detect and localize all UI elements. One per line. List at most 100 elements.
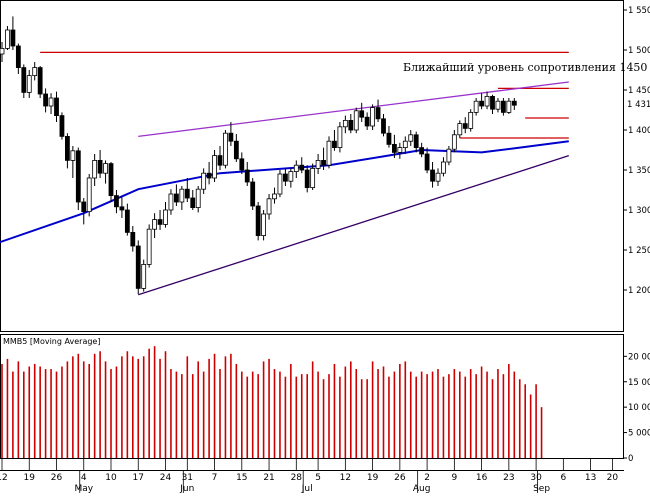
candle-body <box>239 158 245 171</box>
price-tick-label: 1 400 <box>628 126 650 136</box>
candle-body <box>141 263 147 289</box>
candle-body <box>337 126 343 149</box>
candle-body <box>435 172 441 182</box>
x-tick-label: 26 <box>394 473 406 483</box>
candle-body <box>43 93 48 107</box>
candle-body <box>97 159 103 174</box>
candle-body <box>484 96 490 107</box>
volume-tick-label: 20 000 <box>628 352 650 362</box>
candle-body <box>157 219 163 225</box>
month-label: Jun <box>179 484 194 493</box>
x-tick-label: 6 <box>560 473 566 483</box>
candle-body <box>441 161 446 174</box>
candle-body <box>490 96 495 110</box>
volume-tick-label: 15 000 <box>628 378 650 388</box>
candle-body <box>212 155 217 179</box>
candle-body <box>15 45 21 69</box>
x-tick-label: 23 <box>503 473 514 483</box>
volume-panel-title: MMB5 [Moving Average] <box>3 337 100 346</box>
candle-body <box>430 169 435 182</box>
candle-body <box>184 188 190 199</box>
candle-body <box>81 201 87 213</box>
candle-body <box>479 100 485 107</box>
volume-tick-label: 0 <box>628 454 633 464</box>
candle-body <box>179 188 185 203</box>
x-tick-label: 4 <box>81 473 87 483</box>
candle-body <box>381 118 386 134</box>
candle-body <box>163 209 168 225</box>
x-axis-ticks: 12 19 26 4 10 17 24 31 7 15 21 28 5 12 19 26 2 9 16 23 30 6 13… <box>0 459 619 494</box>
candle-body <box>397 147 403 153</box>
candle-body <box>130 231 136 247</box>
month-label: Aug <box>413 484 431 493</box>
volume-tick-label: 10 000 <box>628 403 650 413</box>
candle-body <box>321 159 326 166</box>
candle-body <box>402 140 408 148</box>
candle-body <box>201 172 207 190</box>
candle-body <box>408 134 414 142</box>
candle-body <box>353 110 359 131</box>
candle-body <box>124 209 130 233</box>
price-tick-label: 1 550 <box>628 6 650 16</box>
candle-body <box>244 169 250 183</box>
price-tick-label: 1 500 <box>628 46 650 56</box>
candle-body <box>86 177 92 212</box>
candle-body <box>233 140 239 160</box>
candle-body <box>48 97 54 107</box>
x-tick-label: 7 <box>212 473 218 483</box>
candle-body <box>451 134 457 150</box>
resistance-annotation: Ближайший уровень сопротивления 1450 <box>403 61 647 74</box>
candle-body <box>261 213 267 237</box>
candle-body <box>26 75 32 93</box>
candles-layer <box>0 16 517 294</box>
candle-body <box>457 123 463 136</box>
candle-body <box>304 169 310 189</box>
candle-body <box>391 143 397 153</box>
price-axis: 1 550 1 500 1 450 1 400 1 350 1 300 1 250 1 200 <box>623 6 650 296</box>
x-tick-label: 5 <box>315 473 321 483</box>
candle-body <box>462 123 468 129</box>
candle-body <box>135 245 141 289</box>
trendlines-layer <box>40 51 569 296</box>
price-tick-label: 1 250 <box>628 246 650 256</box>
volume-tick-label: 5 000 <box>628 429 650 439</box>
candle-body <box>119 206 125 211</box>
x-tick-label: 9 <box>451 473 457 483</box>
candle-body <box>5 29 10 49</box>
candle-body <box>152 219 158 230</box>
candle-body <box>342 120 348 128</box>
candle-body <box>266 198 272 215</box>
candle-body <box>217 155 223 166</box>
x-tick-label: 24 <box>160 473 172 483</box>
candle-body <box>146 228 152 265</box>
candle-body <box>511 100 517 106</box>
candle-body <box>375 107 381 120</box>
price-tick-label: 1 300 <box>628 206 650 216</box>
candle-body <box>348 120 354 131</box>
candle-body <box>103 163 108 174</box>
candle-body <box>250 181 256 207</box>
candle-body <box>299 164 305 171</box>
candle-body <box>114 195 119 208</box>
candle-body <box>0 48 5 55</box>
candle-body <box>293 164 299 172</box>
candle-body <box>326 140 332 166</box>
candle-body <box>70 150 76 161</box>
trendline <box>138 81 569 138</box>
candle-body <box>54 97 59 117</box>
x-tick-label: 15 <box>236 473 247 483</box>
candle-body <box>364 116 370 127</box>
trendline <box>138 154 569 296</box>
candle-body <box>315 159 321 169</box>
candle-body <box>277 173 283 195</box>
candle-body <box>10 29 16 47</box>
candle-body <box>495 100 501 110</box>
x-tick-label: 12 <box>0 473 8 483</box>
month-label: Jul <box>301 484 313 493</box>
x-tick-label: 19 <box>24 473 36 483</box>
x-tick-label: 30 <box>530 473 542 483</box>
x-tick-label: 26 <box>51 473 63 483</box>
candle-body <box>424 153 430 171</box>
x-tick-label: 20 <box>607 473 619 483</box>
